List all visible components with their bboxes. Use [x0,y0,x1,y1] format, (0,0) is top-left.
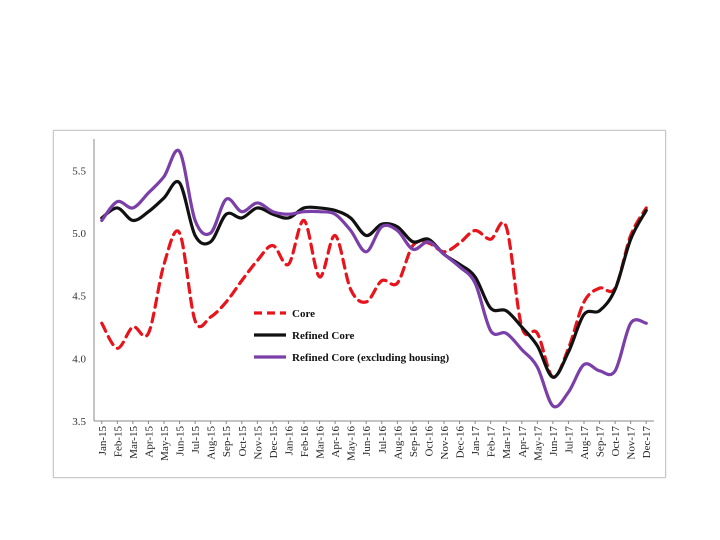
x-tick-label: Jul-15 [190,426,202,454]
chart-panel: 3.5 4.0 4.5 5.0 5.5 Jan-15 Feb-15 Mar-15 Apr-15… [53,130,666,478]
chart-legend: Core Refined Core Refined Core (excluding … [254,308,450,364]
x-tick-label: Dec-15 [268,426,280,459]
y-axis-ticks: 3.5 4.0 4.5 5.0 5.5 [72,165,86,428]
series-line [100,148,648,409]
x-tick-label: Aug-17 [579,426,591,460]
x-tick-label: Feb-17 [486,426,498,458]
x-tick-label: Feb-15 [112,426,124,458]
series-3 [100,148,648,409]
x-tick-label: Aug-15 [206,426,218,460]
x-tick-label: Aug-16 [392,426,404,460]
x-tick-label: May-15 [159,426,171,461]
x-tick-label: Jan-16 [283,426,295,456]
x-tick-label: Jan-15 [97,426,109,456]
y-tick-label: 4.0 [72,353,86,365]
x-tick-label: Dec-16 [455,426,467,459]
x-tick-label: Apr-17 [517,426,529,458]
x-tick-label: Apr-16 [330,426,342,458]
x-tick-label: Jun-16 [361,426,373,456]
x-tick-label: Jul-16 [377,426,389,454]
x-axis-ticks: Jan-15 Feb-15 Mar-15 Apr-15 May-15 Jun-15 Jul-… [97,421,653,461]
legend-label: Refined Core (excluding housing) [292,352,450,364]
x-tick-label: Jul-17 [563,426,575,454]
x-tick-label: Dec-17 [641,426,653,459]
y-tick-label: 3.5 [72,416,86,428]
x-tick-label: Oct-15 [237,426,249,457]
x-tick-label: Mar-17 [501,426,513,459]
y-tick-label: 5.5 [72,165,86,177]
x-tick-label: Mar-15 [128,426,140,459]
series-line [100,179,648,379]
x-tick-label: May-16 [346,426,358,461]
x-tick-label: Jun-17 [548,426,560,456]
x-tick-label: Nov-15 [252,426,264,460]
x-tick-label: Nov-16 [439,426,451,460]
x-tick-label: Apr-15 [143,426,155,458]
y-tick-label: 5.0 [72,228,86,240]
series-lines [100,148,648,409]
x-tick-label: May-17 [532,426,544,461]
y-tick-label: 4.5 [72,291,86,303]
chart-axes [93,139,654,422]
x-tick-label: Feb-16 [299,426,311,458]
x-tick-label: Jan-17 [470,426,482,456]
x-tick-label: Nov-17 [626,426,638,460]
x-tick-label: Oct-17 [610,426,622,457]
x-tick-label: Jun-15 [175,426,187,456]
x-tick-label: Oct-16 [423,426,435,457]
legend-label: Core [292,308,315,320]
x-tick-label: Sep-16 [408,426,420,458]
legend-label: Refined Core [292,330,355,342]
x-tick-label: Mar-16 [315,426,327,459]
x-tick-label: Sep-17 [595,426,607,458]
x-tick-label: Sep-15 [221,426,233,458]
series-2 [100,179,648,379]
line-chart: 3.5 4.0 4.5 5.0 5.5 Jan-15 Feb-15 Mar-15 Apr-15… [72,139,654,461]
